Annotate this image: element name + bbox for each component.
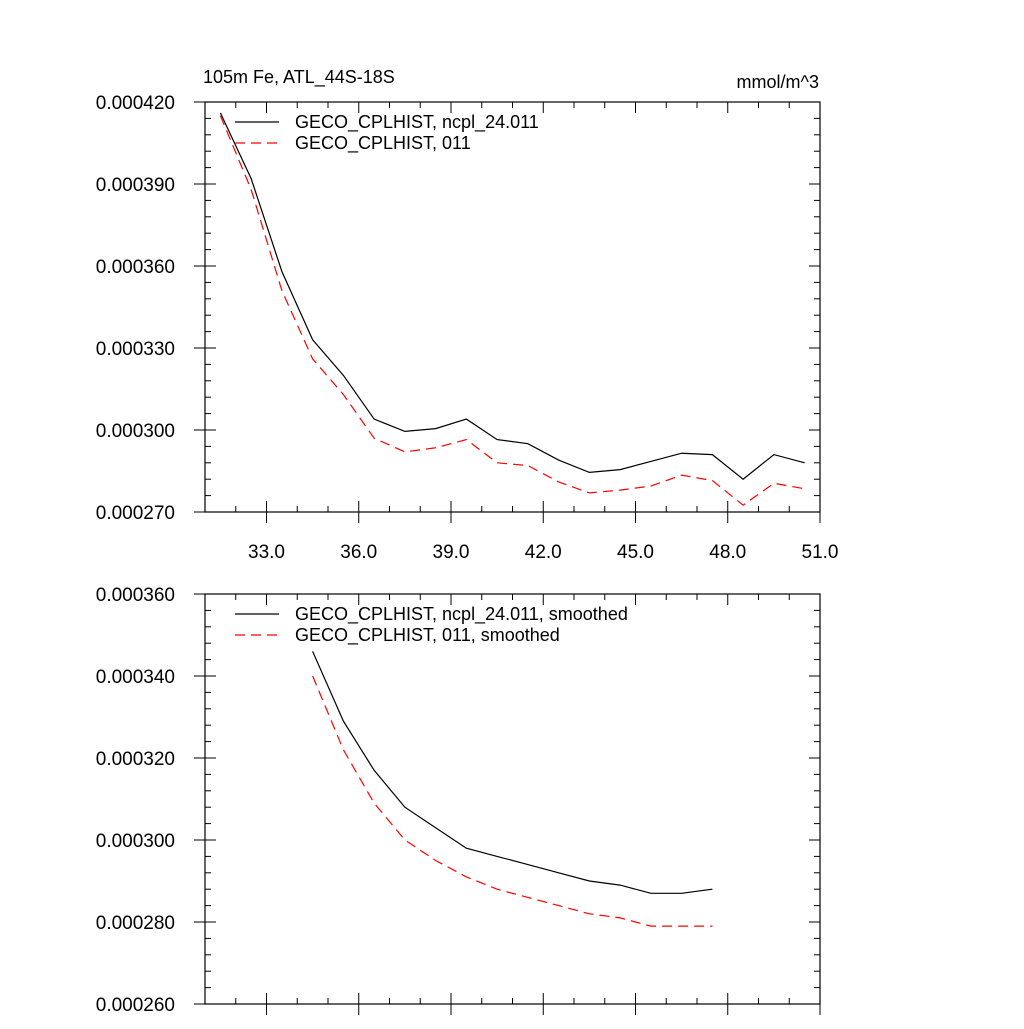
y-tick-label: 0.000320 <box>96 749 175 770</box>
legend-label: GECO_CPLHIST, ncpl_24.011 <box>295 112 539 133</box>
plot-frame <box>204 593 821 1005</box>
x-tick-label: 33.0 <box>248 542 285 563</box>
legend-label: GECO_CPLHIST, 011 <box>295 133 471 154</box>
series-line-0 <box>219 112 805 480</box>
x-tick-label: 36.0 <box>340 542 377 563</box>
series-line-1 <box>312 675 713 927</box>
legend-label: GECO_CPLHIST, ncpl_24.011, smoothed <box>295 604 628 625</box>
y-tick-label: 0.000360 <box>96 257 175 278</box>
units-label: mmol/m^3 <box>737 72 819 92</box>
y-tick-label: 0.000300 <box>96 421 175 442</box>
y-tick-label: 0.000340 <box>96 667 175 688</box>
series-line-1 <box>219 115 805 506</box>
series-line-0 <box>312 651 713 894</box>
y-tick-label: 0.000420 <box>96 93 175 114</box>
x-tick-label: 39.0 <box>433 542 470 563</box>
y-tick-label: 0.000300 <box>96 831 175 852</box>
x-tick-label: 51.0 <box>802 542 839 563</box>
x-tick-label: 48.0 <box>709 542 746 563</box>
y-tick-label: 0.000270 <box>96 503 175 524</box>
x-tick-label: 42.0 <box>525 542 562 563</box>
legend-label: GECO_CPLHIST, 011, smoothed <box>295 625 560 646</box>
chart-title: 105m Fe, ATL_44S-18S <box>203 67 395 88</box>
y-tick-label: 0.000280 <box>96 913 175 934</box>
bottom-panel: 0.000260 0.000280 0.000300 0.000320 0.000340… <box>96 585 821 1016</box>
y-tick-label: 0.000390 <box>96 175 175 196</box>
y-tick-label: 0.000360 <box>96 585 175 606</box>
x-tick-label: 45.0 <box>617 542 654 563</box>
y-tick-label: 0.000330 <box>96 339 175 360</box>
y-tick-label: 0.000260 <box>96 995 175 1016</box>
top-panel: 33.0 36.0 39.0 42.0 45.0 48.0 51.0 0.000270 0.00… <box>96 67 839 563</box>
